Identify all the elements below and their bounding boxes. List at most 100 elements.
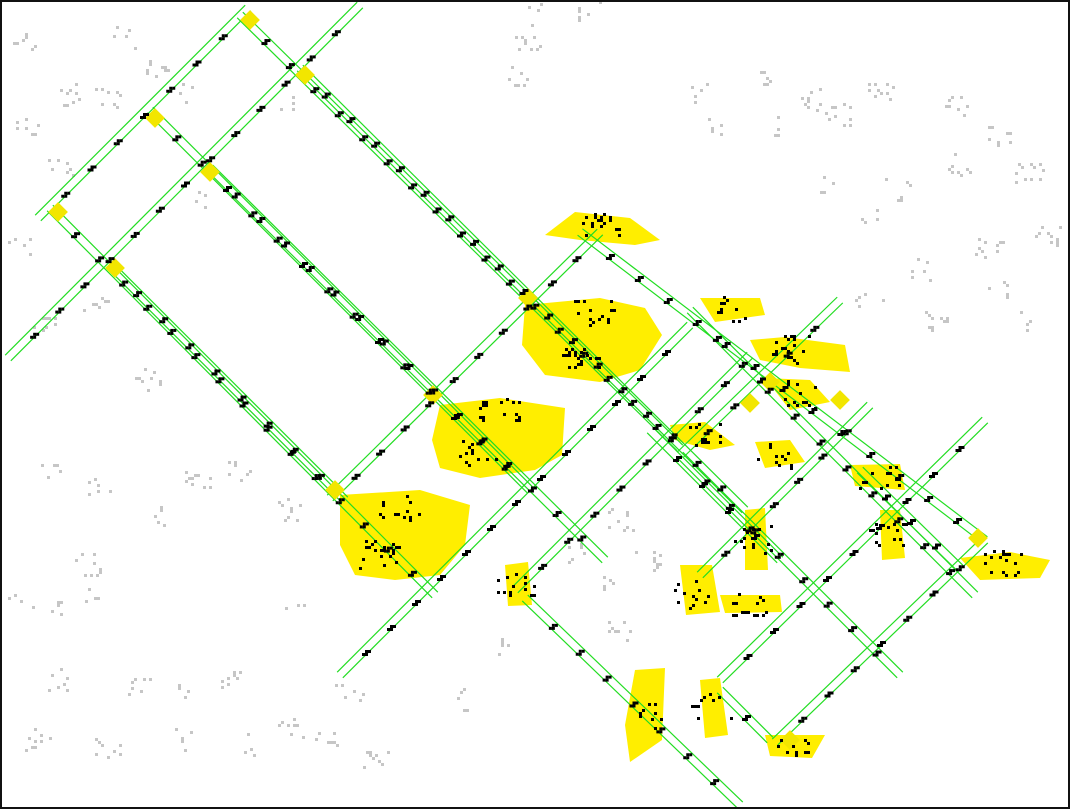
glider-cell <box>527 489 531 493</box>
glider-cell <box>583 535 587 539</box>
glider-cell <box>663 301 667 304</box>
glider-cell <box>935 472 938 475</box>
active-cell <box>875 541 878 544</box>
glider-cell <box>821 456 825 460</box>
glider-cell <box>543 475 546 478</box>
glider-cell <box>515 503 518 506</box>
glider-cell <box>508 279 512 283</box>
glider-icon <box>907 519 916 525</box>
glider-cell <box>679 456 682 459</box>
glider-cell <box>349 315 353 319</box>
active-cell <box>793 335 796 338</box>
active-cell <box>506 576 509 579</box>
glider-icon <box>474 352 484 359</box>
glider-cell <box>642 462 646 466</box>
ghost-cell <box>157 521 160 524</box>
active-cell <box>769 443 772 446</box>
glider-icon <box>527 486 537 493</box>
ghost-cell <box>66 92 69 95</box>
glider-lane-edge <box>34 4 246 216</box>
glider-icon <box>568 338 578 345</box>
glider-icon <box>932 543 941 550</box>
active-cell <box>701 438 704 441</box>
glider-cell <box>785 386 789 389</box>
glider-cell <box>810 328 814 332</box>
ghost-cell <box>344 696 347 699</box>
ghost-cell <box>523 84 526 87</box>
ghost-cell <box>774 134 777 137</box>
ghost-cell <box>951 171 954 174</box>
active-cell <box>875 532 878 535</box>
glider-cell <box>645 459 649 463</box>
active-cell <box>759 596 762 599</box>
glider-icon <box>263 421 273 428</box>
active-cell <box>1002 550 1005 553</box>
glider-cell <box>731 508 734 511</box>
ghost-cell <box>94 597 97 600</box>
glider-cell <box>612 403 615 406</box>
glider-cell <box>634 399 638 403</box>
ghost-cell <box>228 461 231 464</box>
ghost-cell <box>369 754 372 757</box>
glider-cell <box>717 488 721 492</box>
ghost-cell <box>181 740 184 743</box>
ghost-cell <box>203 486 206 489</box>
glider-cell <box>932 472 935 475</box>
ghost-cell <box>25 118 28 121</box>
ghost-cell <box>204 194 207 197</box>
ghost-cell <box>51 168 54 171</box>
glider-cell <box>448 218 452 222</box>
ghost-cell <box>925 311 928 314</box>
active-cell <box>808 404 811 407</box>
glider-cell <box>853 666 857 670</box>
glider-cell <box>209 159 213 163</box>
ghost-cell <box>98 306 101 309</box>
glider-cell <box>880 641 883 644</box>
glider-cell <box>172 138 176 142</box>
ghost-cell <box>874 95 877 98</box>
glider-cell <box>401 166 405 170</box>
glider-cell <box>909 615 913 619</box>
ghost-cell <box>48 317 51 320</box>
ghost-cell <box>59 470 62 473</box>
glider-icon <box>119 280 129 287</box>
glider-cell <box>575 259 579 263</box>
active-cell <box>497 591 500 594</box>
glider-cell <box>744 361 748 365</box>
active-cell <box>394 513 397 516</box>
active-cell <box>717 311 720 314</box>
ghost-cell <box>940 317 943 320</box>
glider-cell <box>187 181 190 185</box>
glider-cell <box>133 231 137 235</box>
active-cell <box>609 216 612 219</box>
ghost-cell <box>963 114 966 117</box>
active-cell <box>704 441 707 444</box>
ghost-cell <box>928 326 931 329</box>
active-cell <box>374 540 377 543</box>
glider-cell <box>324 290 328 294</box>
active-cell <box>482 416 485 419</box>
ghost-cell <box>33 326 36 329</box>
ghost-cell <box>60 89 63 92</box>
glider-cell <box>667 439 671 443</box>
highlighted-region-layer <box>340 212 1050 762</box>
glider-icon <box>498 328 508 335</box>
glider-cell <box>313 90 317 94</box>
glider-icon <box>71 232 81 239</box>
glider-cell <box>431 401 435 405</box>
active-cell <box>787 350 790 353</box>
glider-cell <box>575 652 579 656</box>
active-cell <box>398 546 401 549</box>
ghost-cell <box>568 546 571 549</box>
glider-icon <box>544 313 554 320</box>
active-cell <box>719 435 722 438</box>
glider-cell <box>578 649 582 653</box>
glider-lane-edge <box>106 267 343 504</box>
glider-cell <box>885 494 888 498</box>
ghost-cell <box>281 721 284 724</box>
glider-cell <box>924 499 928 502</box>
glider-icon <box>652 423 662 430</box>
glider-cell <box>782 389 786 392</box>
